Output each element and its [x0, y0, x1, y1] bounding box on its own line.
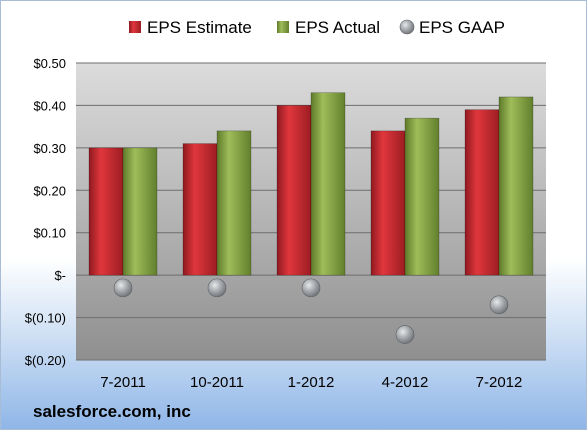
legend: EPS Estimate EPS Actual EPS GAAP	[129, 18, 505, 37]
y-tick-label: $0.10	[33, 226, 66, 241]
bar-eps-estimate	[88, 147, 124, 276]
y-tick-label: $0.40	[33, 98, 66, 113]
bar-eps-actual	[122, 147, 158, 276]
y-tick-label: $0.20	[33, 183, 66, 198]
x-tick-label: 10-2011	[190, 374, 244, 391]
bar-eps-actual	[310, 92, 346, 276]
marker-eps-gaap	[207, 278, 227, 298]
bar-eps-actual	[216, 130, 252, 276]
bar-eps-estimate	[464, 109, 500, 276]
y-tick-label: $(0.20)	[25, 353, 66, 368]
legend-label: EPS Estimate	[147, 18, 252, 37]
legend-label: EPS Actual	[295, 18, 380, 37]
x-tick-label: 7-2011	[100, 374, 146, 391]
bar-eps-estimate	[276, 105, 312, 276]
bar-eps-estimate	[370, 130, 406, 276]
marker-eps-gaap	[395, 325, 415, 344]
marker-eps-gaap	[489, 295, 509, 315]
bar-eps-actual	[404, 117, 440, 276]
y-axis: $0.50 $0.40 $0.30 $0.20 $0.10 $- $(0.10) $(0.20…	[25, 56, 66, 368]
bar-eps-estimate	[182, 143, 218, 276]
y-tick-label: $0.50	[33, 56, 66, 71]
y-tick-label: $(0.10)	[25, 311, 66, 326]
bars-layer	[88, 92, 534, 344]
marker-eps-gaap	[301, 278, 321, 298]
legend-label: EPS GAAP	[419, 18, 505, 37]
y-tick-label: $-	[54, 268, 66, 283]
x-tick-label: 7-2012	[476, 374, 523, 391]
marker-eps-gaap	[113, 278, 133, 298]
y-tick-label: $0.30	[33, 141, 66, 156]
x-tick-label: 1-2012	[288, 374, 335, 391]
bar-eps-actual	[498, 96, 534, 276]
x-tick-label: 4-2012	[382, 374, 429, 391]
legend-swatch	[129, 21, 141, 33]
x-axis: 7-2011 10-2011 1-2012 4-2012 7-2012	[100, 374, 522, 391]
legend-swatch	[277, 21, 289, 33]
legend-swatch	[399, 19, 415, 35]
source-label: salesforce.com, inc	[33, 402, 191, 421]
